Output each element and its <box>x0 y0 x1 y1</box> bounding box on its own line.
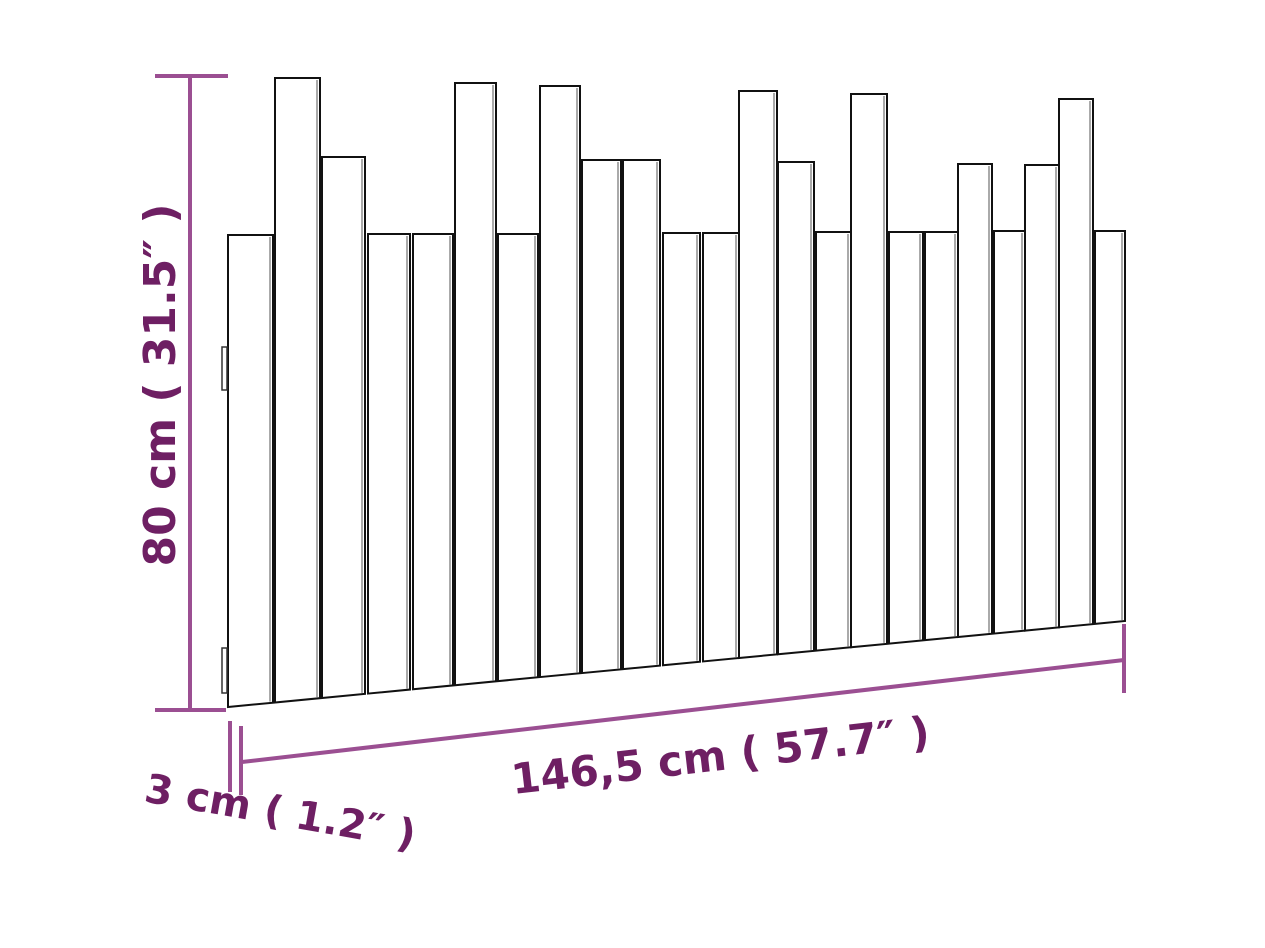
plank-8 <box>539 85 581 679</box>
headboard-planks <box>221 77 1126 709</box>
plank-12 <box>702 232 740 663</box>
plank-15 <box>815 231 852 652</box>
plank-4 <box>367 233 411 695</box>
plank-10 <box>622 159 661 671</box>
plank-14 <box>777 161 815 656</box>
plank-7 <box>497 233 539 683</box>
plank-3 <box>321 156 366 700</box>
mounting-bracket <box>221 647 228 694</box>
width-label: 146,5 cm ( 57.7″ ) <box>509 707 933 804</box>
plank-2 <box>274 77 321 704</box>
mounting-bracket <box>221 346 228 391</box>
plank-6 <box>454 82 497 687</box>
plank-17 <box>888 231 924 645</box>
width-line <box>241 658 1125 764</box>
plank-19 <box>957 163 993 639</box>
depth-label: 3 cm ( 1.2″ ) <box>141 766 419 859</box>
plank-20 <box>993 230 1026 635</box>
height-label: 80 cm ( 31.5″ ) <box>135 204 186 567</box>
plank-1 <box>227 234 274 709</box>
plank-16 <box>850 93 888 649</box>
plank-21 <box>1024 164 1060 632</box>
plank-18 <box>924 231 959 642</box>
plank-5 <box>412 233 454 691</box>
plank-23 <box>1094 230 1126 625</box>
dimension-lines <box>155 74 1126 795</box>
plank-13 <box>738 90 778 660</box>
plank-9 <box>581 159 622 675</box>
plank-11 <box>662 232 701 667</box>
plank-22 <box>1058 98 1094 629</box>
